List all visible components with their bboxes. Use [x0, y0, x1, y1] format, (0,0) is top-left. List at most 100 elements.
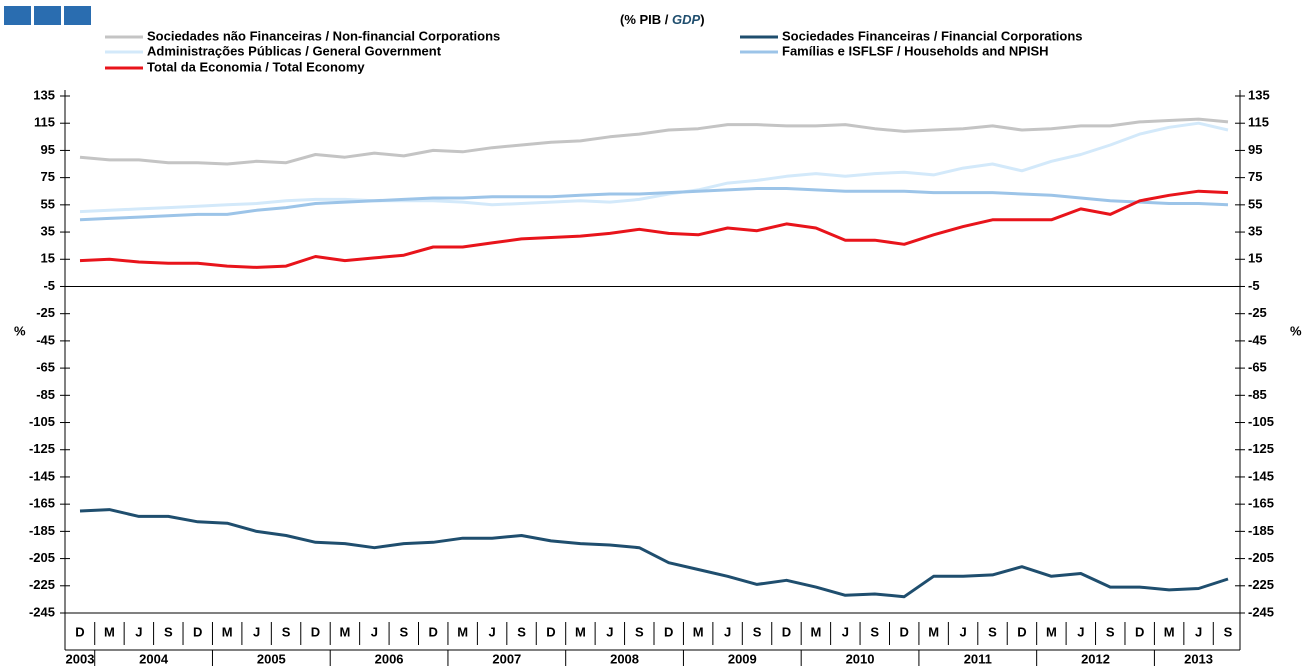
- year-label: 2007: [492, 651, 521, 666]
- x-tick-label: J: [959, 624, 966, 639]
- legend-label: Sociedades Financeiras / Financial Corpo…: [782, 28, 1083, 43]
- legend-label: Famílias e ISFLSF / Households and NPISH: [782, 43, 1049, 58]
- y2-tick-label: -125: [1248, 441, 1274, 456]
- y2-tick-label: 135: [1248, 87, 1270, 102]
- x-tick-label: D: [782, 624, 791, 639]
- series-line: [79, 187, 1229, 222]
- x-tick-label: S: [282, 624, 291, 639]
- y2-tick-label: -105: [1248, 414, 1274, 429]
- y2-tick-label: 115: [1248, 115, 1269, 130]
- y2-tick-label: -225: [1248, 577, 1274, 592]
- x-tick-label: S: [870, 624, 879, 639]
- year-label: 2013: [1184, 651, 1213, 666]
- y2-tick-label: -45: [1248, 332, 1267, 347]
- y-tick-label: -245: [29, 604, 55, 619]
- y-tick-label: 55: [41, 196, 55, 211]
- y2-tick-label: -65: [1248, 360, 1267, 375]
- x-tick-label: S: [1106, 624, 1115, 639]
- logo-block: [4, 6, 31, 25]
- y-tick-label: 75: [41, 169, 55, 184]
- y-tick-label: 115: [34, 115, 55, 130]
- x-tick-label: J: [488, 624, 495, 639]
- x-tick-label: M: [810, 624, 821, 639]
- x-tick-label: M: [222, 624, 233, 639]
- x-tick-label: S: [517, 624, 526, 639]
- year-label: 2006: [375, 651, 404, 666]
- y-tick-label: -5: [43, 278, 55, 293]
- x-tick-label: M: [575, 624, 586, 639]
- series-line: [79, 117, 1229, 166]
- x-tick-label: S: [164, 624, 173, 639]
- y-tick-label: -45: [36, 332, 55, 347]
- series-line: [79, 189, 1229, 269]
- y2-tick-label: 15: [1248, 251, 1262, 266]
- x-tick-label: M: [1046, 624, 1057, 639]
- x-tick-label: J: [842, 624, 849, 639]
- y2-tick-label: 75: [1248, 169, 1262, 184]
- year-label: 2004: [139, 651, 169, 666]
- y-tick-label: 135: [33, 87, 55, 102]
- year-label: 2009: [728, 651, 757, 666]
- y2-tick-label: -25: [1248, 305, 1267, 320]
- y-tick-label: -205: [29, 550, 55, 565]
- x-tick-label: S: [753, 624, 762, 639]
- year-label: 2008: [610, 651, 639, 666]
- series-line: [79, 508, 1229, 599]
- y2-tick-label: 35: [1248, 223, 1262, 238]
- y2-tick-label: -205: [1248, 550, 1274, 565]
- chart-subtitle: (% PIB / GDP): [620, 12, 705, 27]
- y-tick-label: 35: [41, 223, 55, 238]
- legend-label: Total da Economia / Total Economy: [147, 59, 365, 74]
- x-tick-label: S: [988, 624, 997, 639]
- y2-tick-label: -245: [1248, 604, 1274, 619]
- year-label: 2011: [964, 651, 992, 666]
- y2-tick-label: -165: [1248, 496, 1274, 511]
- x-tick-label: M: [928, 624, 939, 639]
- x-tick-label: M: [693, 624, 704, 639]
- x-tick-label: M: [104, 624, 115, 639]
- series-line: [79, 121, 1229, 214]
- logo-block: [34, 6, 61, 25]
- x-tick-label: J: [1077, 624, 1084, 639]
- x-tick-label: D: [1135, 624, 1144, 639]
- y-tick-label: -125: [29, 441, 55, 456]
- x-tick-label: M: [457, 624, 468, 639]
- y-tick-label: -185: [29, 523, 55, 538]
- year-label: 2012: [1081, 651, 1110, 666]
- x-tick-label: S: [1224, 624, 1233, 639]
- x-tick-label: S: [635, 624, 644, 639]
- y-tick-label: -85: [36, 387, 55, 402]
- x-tick-label: M: [340, 624, 351, 639]
- y-axis-label: %: [14, 323, 26, 338]
- x-tick-label: D: [193, 624, 202, 639]
- x-tick-label: D: [546, 624, 555, 639]
- x-tick-label: J: [371, 624, 378, 639]
- y2-tick-label: -145: [1248, 468, 1274, 483]
- x-tick-label: J: [724, 624, 731, 639]
- y2-tick-label: -5: [1248, 278, 1260, 293]
- x-tick-label: M: [1164, 624, 1175, 639]
- x-tick-label: D: [75, 624, 84, 639]
- year-label: 2010: [846, 651, 875, 666]
- x-tick-label: D: [664, 624, 673, 639]
- x-tick-label: D: [429, 624, 438, 639]
- x-tick-label: J: [606, 624, 613, 639]
- year-label: 2003: [66, 651, 95, 666]
- legend-label: Administrações Públicas / General Govern…: [147, 43, 442, 58]
- y-axis-label: %: [1290, 323, 1302, 338]
- y2-tick-label: -185: [1248, 523, 1274, 538]
- y-tick-label: 95: [41, 142, 55, 157]
- x-tick-label: D: [1017, 624, 1026, 639]
- y2-tick-label: 55: [1248, 196, 1262, 211]
- y-tick-label: -65: [36, 360, 55, 375]
- x-tick-label: J: [253, 624, 260, 639]
- x-tick-label: J: [135, 624, 142, 639]
- legend-label: Sociedades não Financeiras / Non-financi…: [147, 28, 500, 43]
- x-tick-label: D: [900, 624, 909, 639]
- y-tick-label: -165: [29, 496, 55, 511]
- y2-tick-label: 95: [1248, 142, 1262, 157]
- y-tick-label: 15: [41, 251, 55, 266]
- y-tick-label: -145: [29, 468, 55, 483]
- y2-tick-label: -85: [1248, 387, 1267, 402]
